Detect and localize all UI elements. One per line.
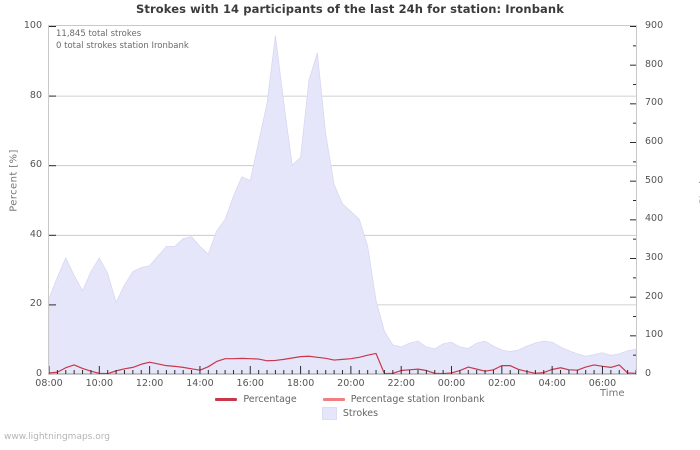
legend-label: Percentage (243, 394, 297, 405)
legend-item[interactable]: Percentage station Ironbank (322, 394, 485, 405)
x-tick-1200: 12:00 (135, 378, 164, 389)
y-tick-left-60: 60 (29, 159, 42, 171)
plot-svg (49, 26, 636, 374)
annotation-total-strokes: 11,845 total strokes (56, 29, 142, 39)
y-tick-right-100: 100 (645, 329, 664, 341)
x-tick-0400: 04:00 (538, 378, 566, 389)
y-tick-left-20: 20 (29, 298, 42, 310)
legend-label: Strokes (342, 408, 379, 419)
y-tick-right-700: 700 (645, 97, 664, 109)
series-area-strokes (49, 35, 636, 374)
legend-item[interactable]: Percentage (215, 394, 297, 405)
x-axis-label: Time (600, 388, 625, 399)
x-tick-0800: 08:00 (35, 378, 63, 389)
y-tick-right-500: 500 (645, 174, 664, 186)
annotation-station-strokes: 0 total strokes station Ironbank (56, 41, 189, 51)
legend-row-secondary: Strokes (312, 407, 388, 420)
x-tick-0600: 06:00 (588, 378, 617, 389)
x-tick-0200: 02:00 (488, 378, 516, 389)
y-tick-right-800: 800 (645, 58, 664, 70)
x-tick-1400: 14:00 (186, 378, 214, 389)
x-tick-1000: 10:00 (85, 378, 113, 389)
x-tick-2200: 22:00 (387, 378, 415, 389)
legend-line-swatch (322, 398, 345, 401)
x-tick-0000: 00:00 (437, 378, 466, 389)
x-tick-1600: 16:00 (236, 378, 264, 389)
legend-label: Percentage station Ironbank (350, 394, 485, 405)
footer-watermark: www.lightningmaps.org (4, 432, 110, 442)
y-tick-right-600: 600 (645, 136, 664, 147)
y-tick-right-300: 300 (645, 252, 664, 263)
legend-line-swatch (215, 398, 238, 401)
y-tick-right-400: 400 (645, 213, 664, 225)
legend-row-primary: Percentage Percentage station Ironbank (205, 394, 494, 405)
y-tick-right-900: 900 (645, 20, 664, 31)
legend-area-swatch (321, 407, 337, 420)
y-tick-left-80: 80 (29, 89, 42, 101)
y-tick-right-0: 0 (645, 368, 652, 379)
legend-item[interactable]: Strokes (321, 407, 379, 420)
x-tick-1800: 18:00 (286, 378, 315, 389)
y-tick-left-0: 0 (35, 368, 42, 379)
chart-legend: Percentage Percentage station Ironbank St… (0, 394, 700, 420)
y-tick-right-200: 200 (645, 290, 664, 302)
x-tick-2000: 20:00 (337, 378, 365, 389)
y-tick-left-40: 40 (29, 228, 42, 240)
y-tick-left-100: 100 (23, 20, 42, 31)
series-line-percentage (49, 352, 636, 374)
chart-title: Strokes with 14 participants of the last… (136, 2, 564, 16)
plot-area (48, 25, 637, 375)
